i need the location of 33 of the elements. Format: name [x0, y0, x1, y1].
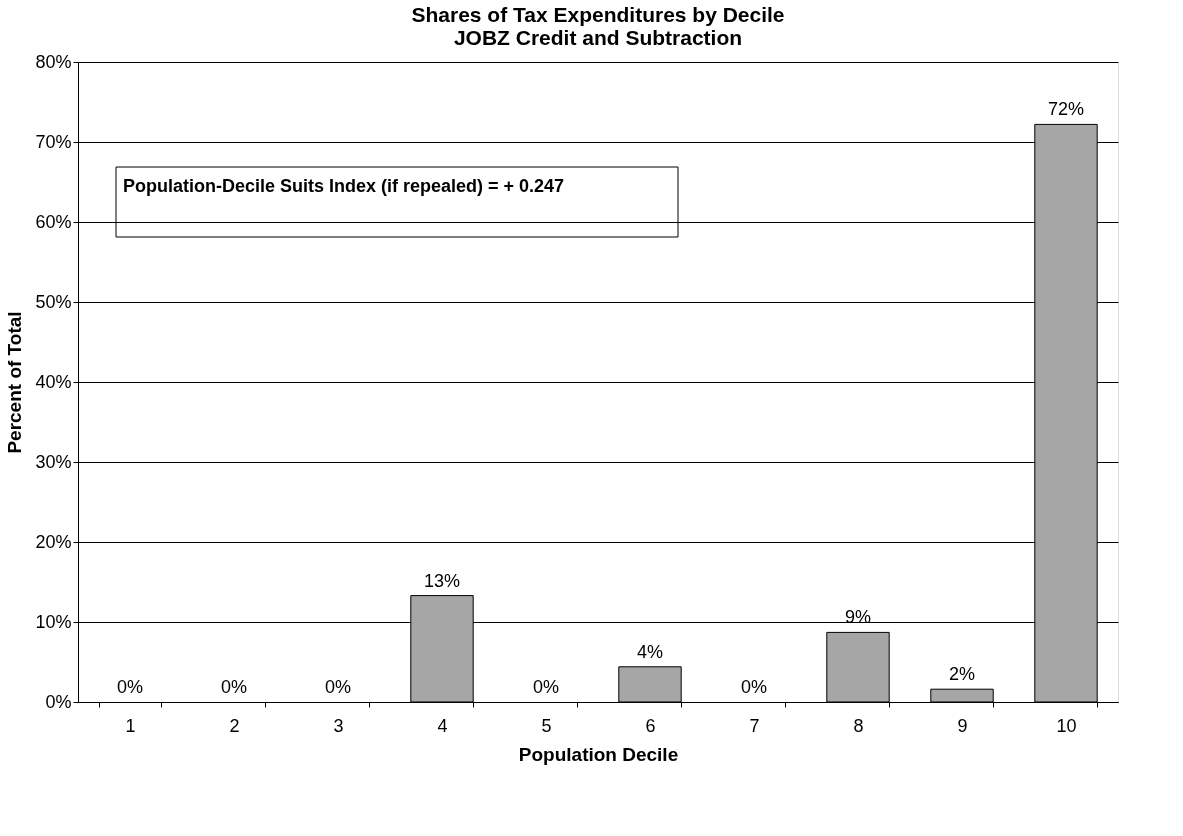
- data-label: 0%: [220, 677, 248, 697]
- data-label: 4%: [636, 641, 664, 662]
- data-label: 72%: [1047, 99, 1085, 120]
- x-tick-label: 5: [541, 715, 552, 736]
- y-tick-label: 80%: [35, 51, 72, 72]
- data-label: 0%: [740, 677, 768, 697]
- x-tick-label: 9: [957, 715, 968, 736]
- x-tick-label: 6: [645, 715, 656, 736]
- y-tick-label: 10%: [35, 611, 72, 632]
- x-axis-title: Population Decile: [518, 743, 679, 765]
- data-label: 2%: [948, 664, 976, 685]
- y-tick-label: 20%: [35, 531, 72, 552]
- y-tick-label: 70%: [35, 131, 72, 152]
- x-tick-label: 10: [1056, 715, 1077, 736]
- data-label: 13%: [423, 570, 461, 591]
- y-tick-label: 30%: [35, 451, 72, 472]
- text: JOBZ Credit and Subtraction: [453, 26, 743, 49]
- x-tick-label: 1: [125, 715, 136, 736]
- data-label: 0%: [116, 677, 144, 697]
- y-tick-label: 0%: [45, 691, 72, 712]
- data-label: 0%: [532, 677, 560, 697]
- x-tick-label: 4: [437, 715, 448, 736]
- y-axis-title: Percent of Total: [4, 311, 26, 454]
- text: Shares of Tax Expenditures by Decile: [411, 3, 785, 26]
- x-tick-label: 8: [853, 715, 864, 736]
- x-tick-label: 2: [229, 715, 240, 736]
- y-tick-label: 60%: [35, 211, 72, 232]
- data-label: 0%: [324, 677, 352, 697]
- x-tick-label: 7: [749, 715, 760, 736]
- annotation: Population-Decile Suits Index (if repealed) = + 0.247: [123, 176, 565, 196]
- y-tick-label: 50%: [35, 291, 72, 312]
- y-tick-label: 40%: [35, 371, 72, 392]
- x-tick-label: 3: [333, 715, 344, 736]
